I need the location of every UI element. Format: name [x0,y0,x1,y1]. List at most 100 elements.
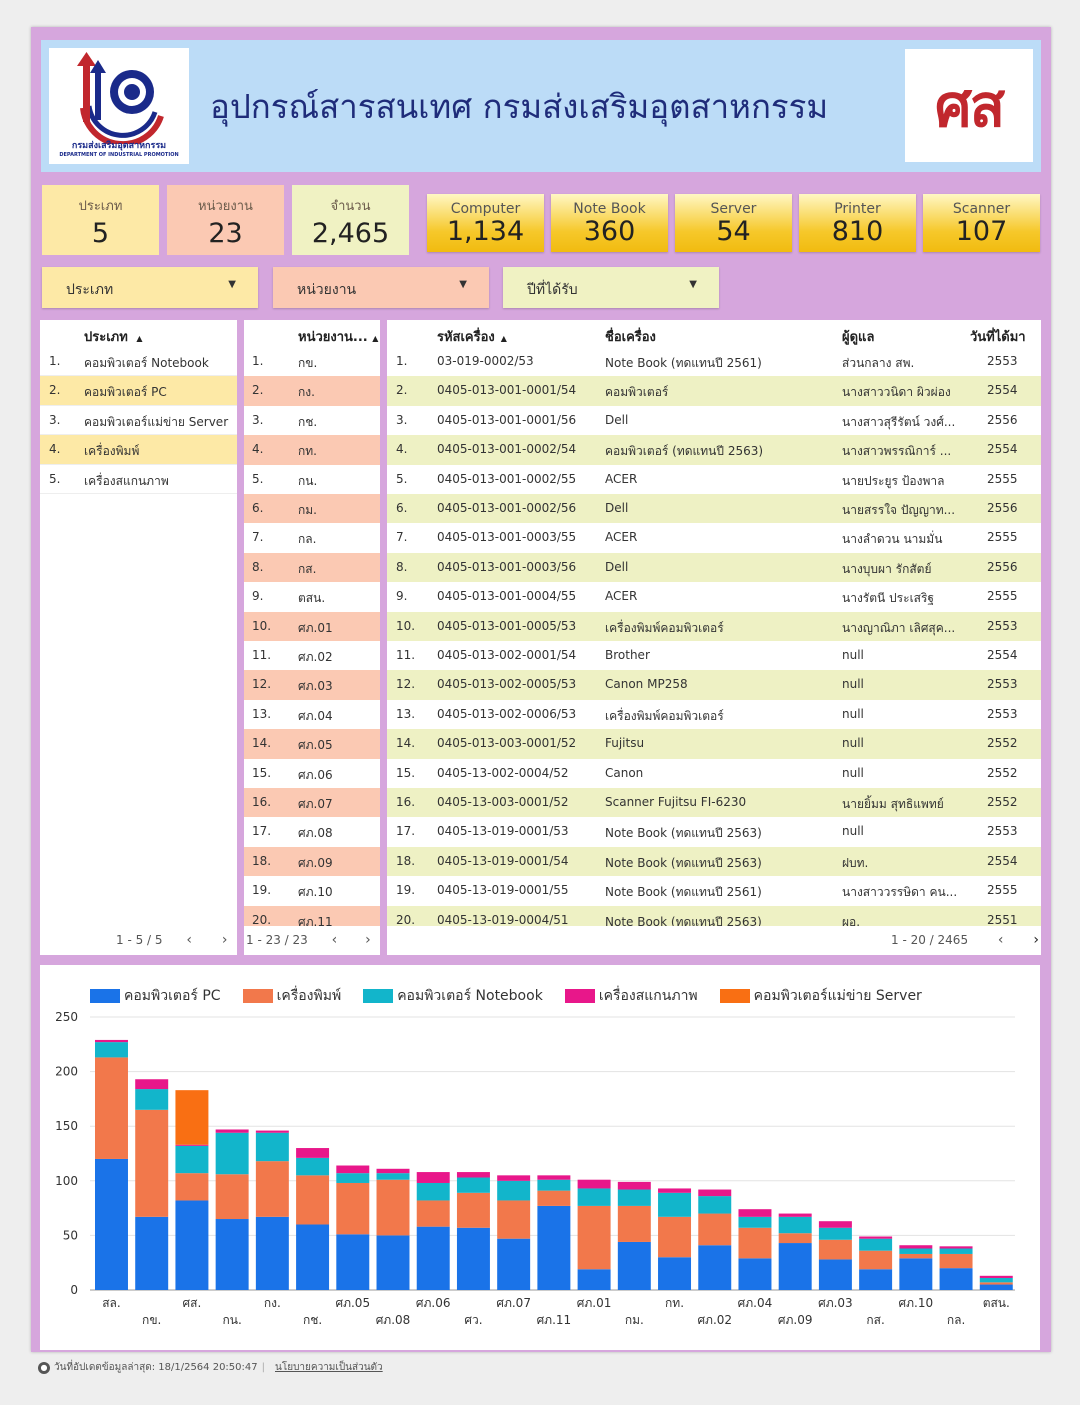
table-row[interactable]: 6. กม. [244,494,380,524]
table-row[interactable]: 11. ศภ.02 [244,641,380,671]
chart-bar-segment [215,1219,249,1290]
filter-dropdown[interactable]: หน่วยงาน ▼ [273,267,489,308]
asset-name: ACER [605,530,638,545]
asset-owner: นายสรรใจ ปัญญาท... [842,503,956,517]
filter-dropdown[interactable]: ประเภท ▼ [42,267,258,308]
asset-pager: 1 - 20 / 2465 ‹ › [891,932,1039,948]
asset-year: 2555 [987,471,1018,486]
row-number: 7. [396,530,408,545]
table-row[interactable]: 20. 0405-13-019-0004/51 Note Book (ทดแทนปี… [387,905,1041,926]
x-tick-label: ศว. [464,1313,482,1327]
next-page-icon[interactable]: › [221,932,228,948]
filter-dropdown[interactable]: ปีที่ได้รับ ▼ [503,267,719,308]
type-table-header[interactable]: ประเภท ▲ [84,326,143,353]
table-row[interactable]: 10. ศภ.01 [244,611,380,641]
chart-bar-segment [658,1216,692,1258]
table-row[interactable]: 1. 03-019-0002/53 Note Book (ทดแทนปี 2561)… [387,347,1041,377]
table-row[interactable]: 3. คอมพิวเตอร์แม่ข่าย Server [40,405,237,436]
table-row[interactable]: 12. 0405-013-002-0005/53 Canon MP258 null 25… [387,670,1041,700]
table-row[interactable]: 17. ศภ.08 [244,817,380,847]
table-row[interactable]: 2. 0405-013-001-0001/54 คอมพิวเตอร์ นางสาวว… [387,376,1041,406]
chart-bar-segment [537,1175,571,1180]
table-row[interactable]: 18. ศภ.09 [244,846,380,877]
prev-page-icon[interactable]: ‹ [997,932,1004,948]
chart-bar-segment [255,1130,289,1133]
table-row[interactable]: 15. ศภ.06 [244,758,380,788]
unit-table-header[interactable]: หน่วยงาน... ▲ [298,326,378,353]
dropdown-arrow-icon: ▼ [228,279,236,290]
legend-item[interactable]: เครื่องสแกนภาพ [564,985,698,1007]
prev-page-icon[interactable]: ‹ [331,932,338,948]
asset-owner: null [842,824,864,839]
asset-column-header[interactable]: รหัสเครื่อง ▲ [437,326,507,353]
table-row[interactable]: 9. 0405-013-001-0004/55 ACER นางรัตนี ประเส… [387,582,1041,612]
asset-column-header[interactable]: ชื่อเครื่อง [605,326,656,353]
table-row[interactable]: 1. กข. [244,347,380,377]
privacy-policy-link[interactable]: นโยบายความเป็นส่วนตัว [275,1362,383,1373]
chart-bar-segment [537,1190,571,1206]
table-row[interactable]: 6. 0405-013-001-0002/56 Dell นายสรรใจ ปัญญา… [387,494,1041,524]
table-row[interactable]: 7. กล. [244,523,380,553]
next-page-icon[interactable]: › [365,932,371,948]
table-row[interactable]: 18. 0405-13-019-0001/54 Note Book (ทดแทนปี… [387,846,1041,877]
table-row[interactable]: 5. 0405-013-001-0002/55 ACER นายประยูร ป้อง… [387,464,1041,494]
table-row[interactable]: 4. เครื่องพิมพ์ [40,435,237,465]
table-row[interactable]: 17. 0405-13-019-0001/53 Note Book (ทดแทนปี… [387,817,1041,847]
table-row[interactable]: 14. 0405-013-003-0001/52 Fujitsu null 2552 [387,729,1041,759]
asset-name: Note Book (ทดแทนปี 2561) [605,885,762,900]
table-row[interactable]: 13. 0405-013-002-0006/53 เครื่องพิมพ์คอมพิ… [387,699,1041,730]
legend-item[interactable]: คอมพิวเตอร์แม่ข่าย Server [719,985,922,1007]
table-row[interactable]: 2. กง. [244,376,380,406]
prev-page-icon[interactable]: ‹ [186,932,192,948]
row-number: 1. [252,354,264,368]
unit-name: ศภ.11 [298,914,333,926]
table-row[interactable]: 3. 0405-013-001-0001/56 Dell นางสาวสุรีรัตน… [387,405,1041,436]
asset-column-header[interactable]: วันที่ได้มา [970,326,1026,353]
asset-code: 0405-013-001-0002/56 [437,501,577,515]
row-number: 19. [252,883,272,898]
x-tick-label: กข. [142,1313,161,1327]
table-row[interactable]: 7. 0405-013-001-0003/55 ACER นางลำดวน นามมั… [387,523,1041,553]
legend-item[interactable]: คอมพิวเตอร์ PC [90,985,221,1007]
table-row[interactable]: 16. 0405-13-003-0001/52 Scanner Fujitsu FI… [387,788,1041,818]
asset-name: Dell [605,412,629,427]
table-row[interactable]: 15. 0405-13-002-0004/52 Canon null 2552 [387,758,1041,788]
asset-owner: นางบุบผา รักสัตย์ [842,561,932,576]
table-row[interactable]: 14. ศภ.05 [244,729,380,759]
chart-bar-segment [336,1173,370,1183]
table-row[interactable]: 11. 0405-013-002-0001/54 Brother null 2554 [387,641,1041,671]
table-row[interactable]: 5. กน. [244,464,380,494]
table-row[interactable]: 19. 0405-13-019-0001/55 Note Book (ทดแทนปี… [387,876,1041,906]
table-row[interactable]: 12. ศภ.03 [244,670,380,700]
table-row[interactable]: 8. กส. [244,552,380,583]
chart-bar-segment [296,1157,330,1176]
chart-bar-segment [859,1236,893,1239]
asset-column-header[interactable]: ผู้ดูแล [842,326,874,353]
table-row[interactable]: 8. 0405-013-001-0003/56 Dell นางบุบผา รักสั… [387,552,1041,583]
table-row[interactable]: 5. เครื่องสแกนภาพ [40,464,237,494]
table-row[interactable]: 1. คอมพิวเตอร์ Notebook [40,347,237,377]
table-row[interactable]: 19. ศภ.10 [244,876,380,906]
row-number: 16. [396,795,416,809]
row-number: 18. [396,853,416,868]
asset-name: เครื่องพิมพ์คอมพิวเตอร์ [605,708,724,723]
next-page-icon[interactable]: › [1033,932,1039,948]
table-row[interactable]: 20. ศภ.11 [244,905,380,926]
y-tick-label: 250 [55,1010,78,1024]
x-tick-label: ศภ.07 [496,1296,531,1310]
stat-value: 2,465 [311,218,390,249]
asset-name: Scanner Fujitsu FI-6230 [605,795,747,809]
chart-bar-segment [175,1200,209,1290]
table-row[interactable]: 4. กท. [244,435,380,465]
table-row[interactable]: 2. คอมพิวเตอร์ PC [40,376,237,406]
table-row[interactable]: 10. 0405-013-001-0005/53 เครื่องพิมพ์คอมพิ… [387,611,1041,641]
table-row[interactable]: 16. ศภ.07 [244,788,380,818]
x-tick-label: ศภ.10 [899,1296,934,1310]
legend-item[interactable]: คอมพิวเตอร์ Notebook [363,985,543,1007]
row-number: 15. [252,765,272,780]
table-row[interactable]: 9. ตสน. [244,582,380,612]
legend-item[interactable]: เครื่องพิมพ์ [242,985,341,1007]
table-row[interactable]: 4. 0405-013-001-0002/54 คอมพิวเตอร์ (ทดแทน… [387,435,1041,465]
table-row[interactable]: 3. กช. [244,405,380,436]
table-row[interactable]: 13. ศภ.04 [244,699,380,730]
